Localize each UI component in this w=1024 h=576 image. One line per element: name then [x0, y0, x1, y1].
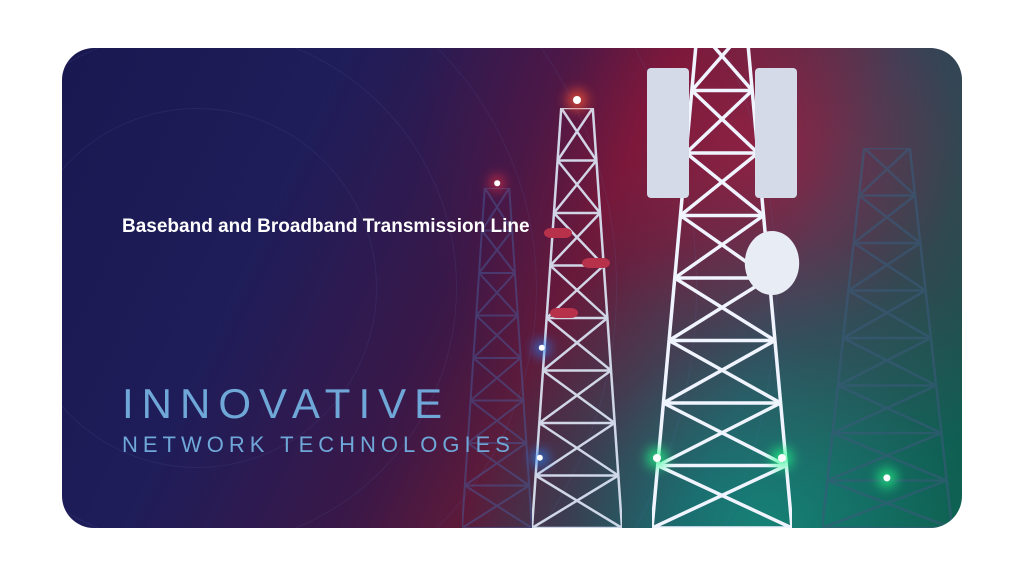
signal-light [534, 340, 550, 356]
tower-far-left [462, 188, 532, 528]
dish-antenna [550, 308, 578, 318]
brand-line1: INNOVATIVE [122, 380, 515, 428]
towers-group [442, 48, 962, 528]
signal-light [772, 448, 792, 468]
dish-antenna [745, 231, 799, 295]
signal-light [490, 176, 504, 190]
signal-light [567, 90, 587, 110]
signal-light [878, 469, 896, 487]
brand-block: INNOVATIVE NETWORK TECHNOLOGIES [122, 380, 515, 458]
brand-line2: NETWORK TECHNOLOGIES [122, 432, 515, 458]
overlay-title: Baseband and Broadband Transmission Line [122, 216, 530, 238]
dish-antenna [582, 258, 610, 268]
tower-main [652, 48, 792, 528]
infographic-card: Baseband and Broadband Transmission Line… [62, 48, 962, 528]
antenna-panel [647, 68, 689, 198]
tower-mid [532, 108, 622, 528]
tower-right [822, 148, 952, 528]
dish-antenna [544, 228, 572, 238]
antenna-panel [755, 68, 797, 198]
signal-light [647, 448, 667, 468]
signal-light [532, 450, 548, 466]
